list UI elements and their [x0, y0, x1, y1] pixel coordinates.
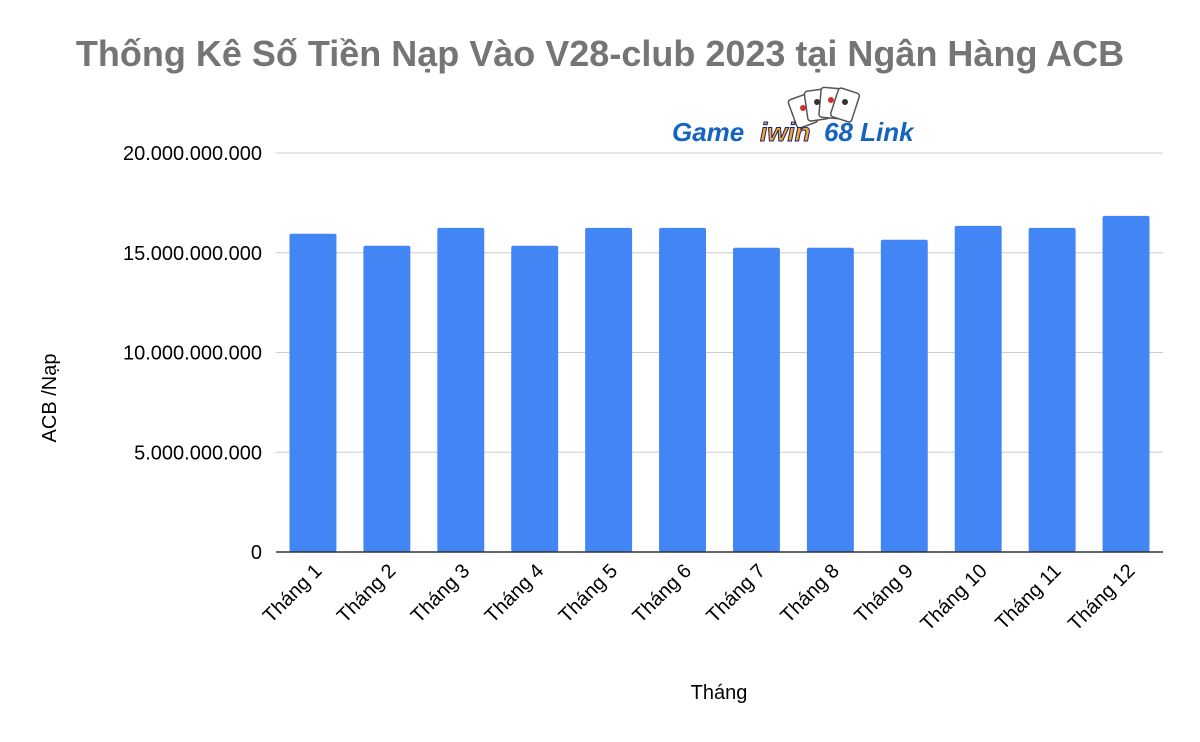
y-axis-tick-labels: 0 5.000.000.000 10.000.000.000 15.000.000.0… [123, 143, 262, 564]
bar-5 [585, 227, 633, 552]
x-tick-label: Tháng 5 [555, 560, 622, 627]
bar-7 [732, 247, 780, 552]
bar-6 [659, 227, 707, 552]
x-axis-tick-labels: Tháng 1 Tháng 2 Tháng 3 Tháng 4 Tháng 5 Tháng… [259, 560, 1140, 635]
x-tick-label: Tháng 4 [481, 560, 548, 627]
x-tick-label: Tháng 1 [259, 560, 326, 627]
x-tick-label: Tháng 11 [991, 560, 1065, 634]
x-tick-label: Tháng 12 [1064, 560, 1139, 635]
playing-cards-icon [787, 86, 861, 129]
bar-4 [511, 245, 559, 552]
x-tick-label: Tháng 6 [629, 560, 696, 627]
x-tick-label: Tháng 7 [703, 560, 770, 627]
x-tick-label: Tháng 10 [916, 560, 991, 635]
x-axis-title: Tháng [691, 682, 748, 704]
bar-10 [954, 225, 1002, 552]
bar-1 [289, 233, 337, 553]
bar-12 [1102, 215, 1150, 552]
y-axis-title: ACB /Nạp [39, 354, 61, 443]
watermark-text-game: Game [672, 117, 744, 147]
y-tick-label: 0 [251, 542, 262, 564]
watermark-text-brand: iwin [760, 117, 811, 147]
watermark-logo: Game iwin 68 Link [672, 86, 915, 148]
x-tick-label: Tháng 3 [407, 560, 474, 627]
x-tick-label: Tháng 8 [776, 560, 843, 627]
chart-title: Thống Kê Số Tiền Nạp Vào V28-club 2023 t… [75, 33, 1125, 74]
bar-11 [1028, 227, 1076, 552]
watermark-text-tail: 68 Link [824, 117, 915, 147]
y-tick-label: 15.000.000.000 [123, 243, 262, 265]
bar-3 [437, 227, 485, 552]
y-tick-label: 20.000.000.000 [123, 143, 262, 165]
y-tick-label: 5.000.000.000 [134, 442, 262, 464]
gridlines [276, 152, 1163, 453]
bar-9 [880, 239, 928, 552]
bar-8 [806, 247, 854, 552]
x-tick-label: Tháng 9 [850, 560, 917, 627]
bar-2 [363, 245, 411, 552]
bars [289, 215, 1150, 553]
y-tick-label: 10.000.000.000 [123, 343, 262, 365]
x-tick-label: Tháng 2 [333, 560, 400, 627]
